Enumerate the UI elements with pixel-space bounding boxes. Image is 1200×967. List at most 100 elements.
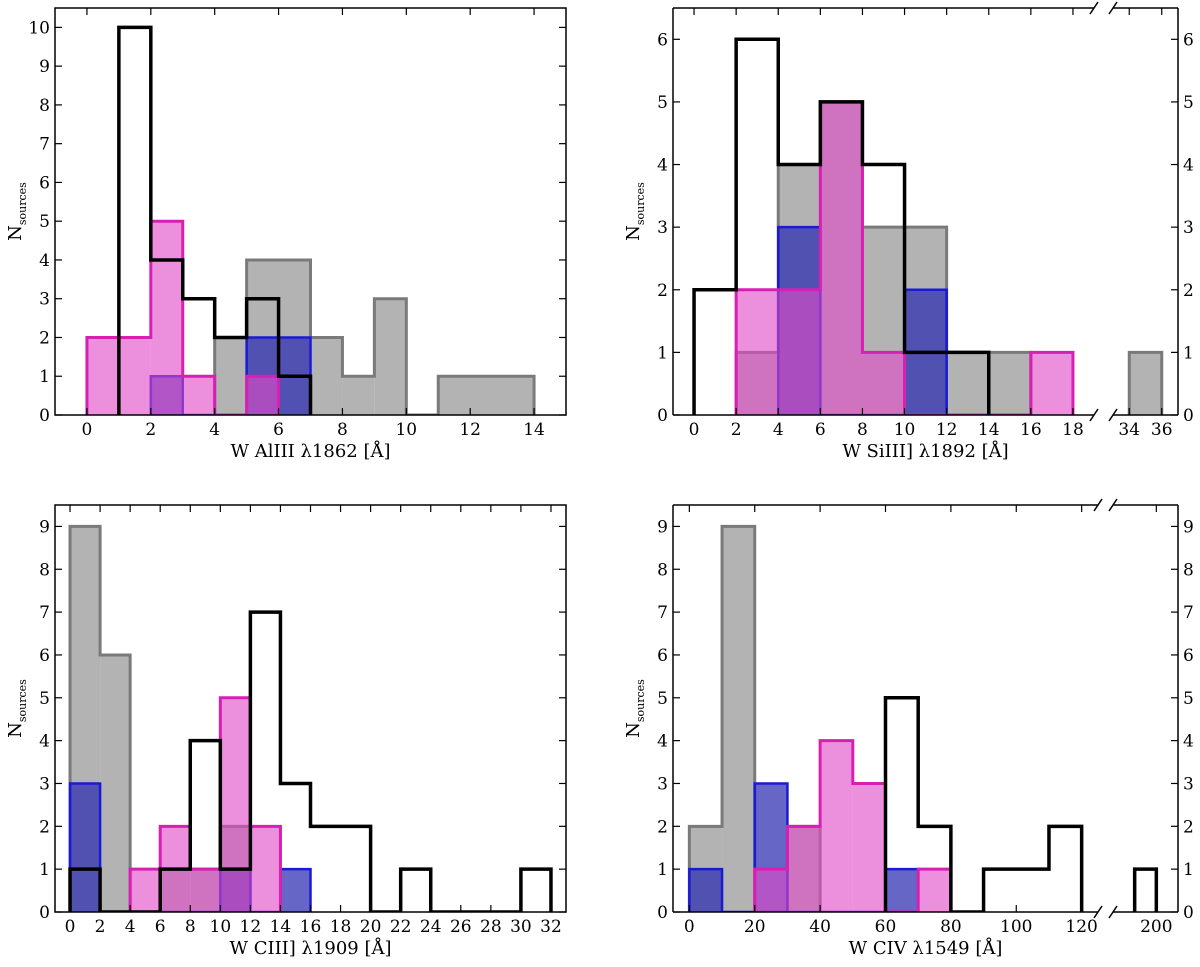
x-tick-label: 6 xyxy=(815,420,826,440)
x-tick-label: 200 xyxy=(1140,917,1172,937)
x-tick-label: 14 xyxy=(978,420,1000,440)
x-tick-label: 40 xyxy=(809,917,831,937)
axis-break-mark xyxy=(1108,1,1118,15)
y-tick-label-right: 2 xyxy=(1183,817,1194,837)
x-tick-label: 2 xyxy=(731,420,742,440)
y-tick-label: 5 xyxy=(657,689,668,709)
axis-break-mark xyxy=(1108,498,1118,512)
bar-magenta xyxy=(220,697,251,912)
bar-blue xyxy=(689,869,723,912)
y-tick-label: 1 xyxy=(39,367,50,387)
y-axis-label-main: N xyxy=(5,722,26,738)
y-axis-label: Nsources xyxy=(623,679,647,738)
x-tick-label: 0 xyxy=(689,420,700,440)
x-tick-label: 6 xyxy=(155,917,166,937)
x-tick-label: 12 xyxy=(240,917,262,937)
bar-magenta xyxy=(130,869,161,912)
bar-magenta xyxy=(1030,352,1073,415)
x-tick-label: 22 xyxy=(390,917,412,937)
y-tick-label: 7 xyxy=(657,603,668,623)
y-ticks: 0 1 2 3 4 5 6 7 8 9 10 xyxy=(28,18,566,426)
bar-gray xyxy=(342,376,375,415)
x-ticks: 0 2 4 6 8 10 12 14 16 18 20 22 24 26 28 30 32 xyxy=(65,505,562,937)
x-tick-label: 60 xyxy=(875,917,897,937)
step-outline-black xyxy=(117,25,313,415)
y-axis-label-sub: sources xyxy=(16,679,29,722)
x-tick-label: 30 xyxy=(510,917,532,937)
x-tick-label: 20 xyxy=(744,917,766,937)
y-tick-label: 4 xyxy=(657,732,668,752)
series-gray xyxy=(1127,350,1164,415)
plot-area xyxy=(692,37,1164,415)
series-magenta xyxy=(734,100,1075,415)
step-outline-black xyxy=(883,696,1084,912)
step-outline-black xyxy=(68,610,553,912)
y-tick-label: 6 xyxy=(657,30,668,50)
y-tick-label: 0 xyxy=(39,406,50,426)
x-tick-label: 18 xyxy=(1062,420,1084,440)
y-tick-label: 1 xyxy=(657,860,668,880)
bar-magenta xyxy=(787,826,821,912)
x-tick-label: 12 xyxy=(459,420,481,440)
x-tick-label: 4 xyxy=(773,420,784,440)
y-tick-label-right: 5 xyxy=(1183,689,1194,709)
y-tick-label-right: 3 xyxy=(1183,774,1194,794)
series-black xyxy=(117,25,313,415)
y-tick-label-right: 1 xyxy=(1183,343,1194,363)
x-tick-label: 0 xyxy=(65,917,76,937)
y-axis-label: Nsources xyxy=(5,182,29,241)
y-tick-label: 6 xyxy=(657,646,668,666)
panel-top-right: 0 01 12 23 34 45 56 60 2 4 6 8 10 12 14 16 18 34 36W SiIII… xyxy=(623,1,1194,462)
x-tick-label: 28 xyxy=(480,917,502,937)
step-outline-magenta xyxy=(128,696,282,912)
x-tick-label: 20 xyxy=(360,917,382,937)
y-tick-label-right: 5 xyxy=(1183,93,1194,113)
y-ticks: 0 0 1 1 2 2 3 3 4 4 5 5 6 6 7 7 8 8 9 9 xyxy=(657,517,1194,923)
y-tick-label: 0 xyxy=(657,406,668,426)
bar-black xyxy=(341,826,371,912)
bar-magenta xyxy=(862,352,905,415)
bar-gray xyxy=(1129,352,1162,415)
y-tick-label: 5 xyxy=(657,93,668,113)
bar-magenta xyxy=(852,783,886,912)
x-tick-label: 36 xyxy=(1151,420,1173,440)
x-tick-label: 8 xyxy=(857,420,868,440)
y-axis-label-sub: sources xyxy=(634,182,647,225)
series-magenta xyxy=(753,739,953,912)
series-black xyxy=(692,37,991,415)
bar-gray xyxy=(946,352,989,415)
panel-bottom-right: 0 01 12 23 34 45 56 67 78 89 90 20 40 60 80 100 120 200W … xyxy=(623,498,1194,959)
y-tick-label-right: 3 xyxy=(1183,218,1194,238)
y-tick-label: 3 xyxy=(657,218,668,238)
y-tick-label: 10 xyxy=(28,18,50,38)
axis-break-mark xyxy=(1089,408,1099,422)
step-outline-black xyxy=(1132,867,1159,912)
y-tick-label: 8 xyxy=(657,560,668,580)
bar-black xyxy=(694,290,736,415)
x-tick-label: 34 xyxy=(1118,420,1140,440)
y-tick-label-right: 8 xyxy=(1183,560,1194,580)
y-ticks: 0 0 1 1 2 2 3 3 4 4 5 5 6 6 xyxy=(657,30,1194,426)
y-tick-label: 9 xyxy=(39,57,50,77)
axis-break-mark xyxy=(1089,1,1099,15)
step-outline-black xyxy=(692,37,991,415)
axis-break-mark xyxy=(1093,498,1103,512)
x-tick-label: 80 xyxy=(940,917,962,937)
series-black xyxy=(68,610,553,912)
step-outline-magenta xyxy=(85,219,281,415)
y-tick-label: 7 xyxy=(39,603,50,623)
plot-area xyxy=(68,524,553,912)
bar-blue xyxy=(280,869,311,912)
bar-black xyxy=(311,826,341,912)
y-tick-label: 2 xyxy=(39,817,50,837)
x-tick-label: 12 xyxy=(936,420,958,440)
y-axis-label-main: N xyxy=(623,722,644,738)
y-tick-label: 6 xyxy=(39,173,50,193)
x-tick-label: 26 xyxy=(450,917,472,937)
bar-magenta xyxy=(754,869,788,912)
x-tick-label: 10 xyxy=(395,420,417,440)
y-tick-label: 0 xyxy=(657,903,668,923)
axis-break-mark xyxy=(1093,905,1103,919)
y-tick-label: 2 xyxy=(39,328,50,348)
step-outline-blue xyxy=(688,782,920,912)
